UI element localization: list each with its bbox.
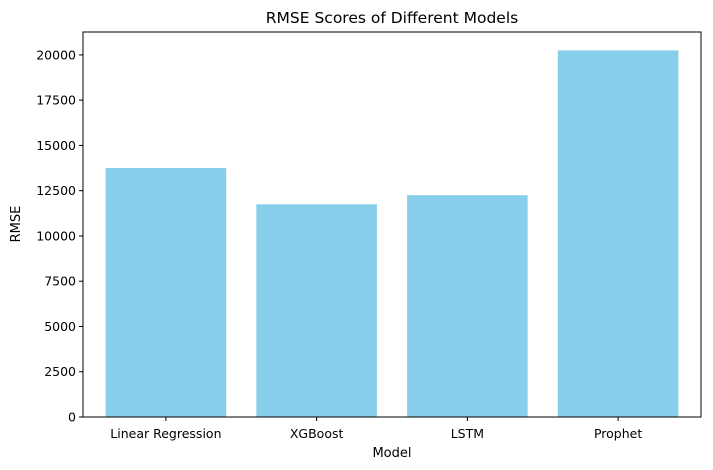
y-tick-label: 12500 (36, 183, 76, 198)
x-axis-ticks: Linear Regression XGBoost LSTM Prophet (110, 417, 642, 441)
bar-prophet (557, 50, 679, 418)
y-tick-label: 17500 (36, 93, 76, 108)
y-axis-ticks: 0 2500 5000 7500 10000 12500 15000 17500 20000 (36, 47, 83, 425)
x-tick-label: Linear Regression (110, 426, 221, 441)
plot-frame (82, 31, 702, 418)
bars (105, 50, 679, 418)
y-tick-label: 10000 (36, 228, 76, 243)
y-tick-label: 0 (68, 410, 76, 425)
bar-xgboost (256, 204, 377, 417)
y-tick-label: 5000 (44, 319, 76, 334)
y-tick-label: 20000 (36, 47, 76, 62)
x-tick-label: Prophet (594, 426, 642, 441)
bar-linear-regression (105, 168, 227, 417)
x-axis-label: Model (372, 446, 411, 461)
bar-lstm (407, 195, 528, 417)
y-axis-label: RMSE (9, 206, 24, 243)
x-tick-label: LSTM (451, 426, 484, 441)
y-tick-label: 15000 (36, 138, 76, 153)
x-tick-label: XGBoost (290, 426, 344, 441)
chart-title: RMSE Scores of Different Models (266, 9, 518, 27)
y-tick-label: 2500 (44, 364, 76, 379)
y-tick-label: 7500 (44, 274, 76, 289)
